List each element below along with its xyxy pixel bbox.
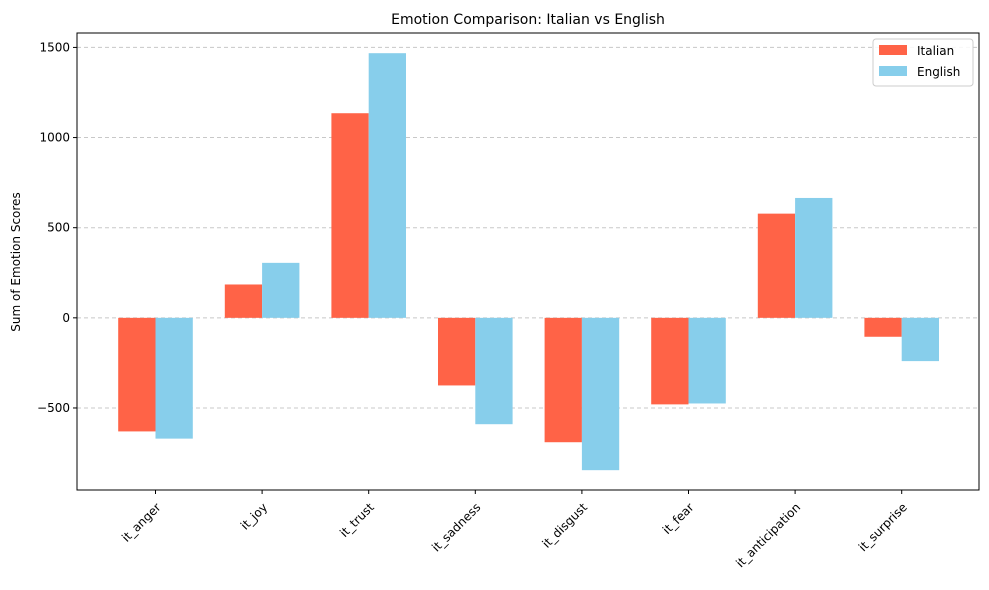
legend-label-english: English (917, 65, 960, 79)
bar-english-it_anticipation (795, 197, 833, 318)
x-tick-label: it_fear (660, 500, 697, 537)
legend-swatch-italian (879, 45, 907, 55)
bar-english-it_surprise (901, 317, 939, 362)
x-tick-label: it_sadness (429, 500, 483, 554)
x-tick-label: it_disgust (540, 500, 591, 551)
x-tick-label: it_anticipation (733, 500, 803, 570)
bar-italian-it_trust (331, 113, 369, 318)
bar-english-it_joy (262, 262, 300, 318)
y-axis-label: Sum of Emotion Scores (9, 192, 23, 331)
x-tick-label: it_surprise (856, 500, 910, 554)
y-axis: −500 0 500 1000 1500 (37, 40, 77, 415)
bar-italian-it_anticipation (757, 213, 796, 318)
bar-italian-it_disgust (544, 317, 582, 443)
x-tick-label: it_trust (337, 500, 377, 540)
y-tick-label: 0 (62, 311, 70, 325)
bar-english-it_sadness (475, 317, 513, 425)
bar-italian-it_surprise (864, 317, 902, 337)
y-tick-label: 1000 (39, 131, 70, 145)
legend-swatch-english (879, 66, 907, 76)
bar-italian-it_sadness (438, 317, 476, 386)
y-tick-label: −500 (37, 401, 70, 415)
bar-italian-it_anger (118, 317, 156, 432)
bar-english-it_fear (688, 317, 726, 404)
x-tick-label: it_anger (119, 500, 164, 545)
y-tick-label: 500 (47, 221, 70, 235)
bars (118, 53, 939, 471)
plot-frame (76, 32, 980, 491)
legend-label-italian: Italian (917, 44, 954, 58)
chart-title: Emotion Comparison: Italian vs English (391, 12, 665, 28)
bar-italian-it_joy (224, 284, 263, 318)
x-axis: it_anger it_joy it_trust it_sadness it_disgu… (119, 490, 910, 570)
bar-italian-it_fear (651, 317, 689, 405)
bar-english-it_disgust (581, 317, 620, 471)
x-tick-label: it_joy (238, 500, 270, 532)
grid-lines (77, 46, 979, 409)
legend: Italian English (872, 38, 974, 87)
bar-english-it_anger (155, 317, 193, 439)
y-tick-label: 1500 (39, 40, 70, 54)
bar-english-it_trust (368, 53, 406, 318)
